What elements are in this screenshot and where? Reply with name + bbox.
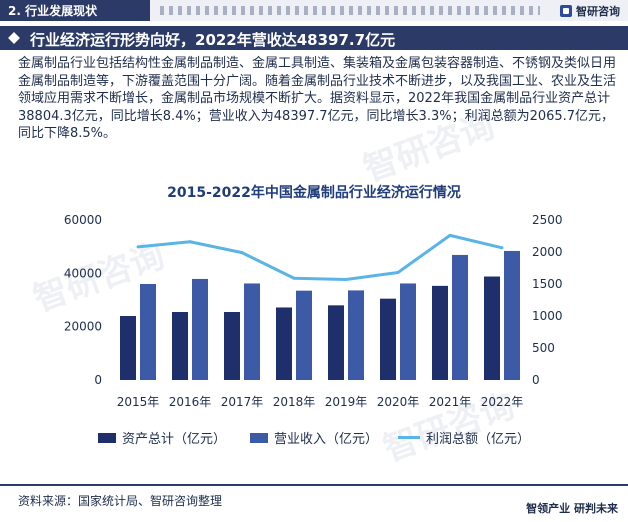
x-axis-tick-label: 2015年 xyxy=(117,395,160,409)
assets-bar xyxy=(432,285,448,380)
revenue-bar xyxy=(400,283,416,380)
profit-point xyxy=(500,246,504,250)
profit-point xyxy=(396,270,400,274)
profit-point xyxy=(448,233,452,237)
profit-line xyxy=(137,233,503,282)
brand-logo-icon xyxy=(560,4,572,17)
assets-bar xyxy=(120,316,136,380)
revenue-bar xyxy=(192,278,208,380)
chart-area: 0 20000 40000 60000 0 500 1000 1500 2000 2500 2015… xyxy=(64,213,563,409)
revenue-bar xyxy=(244,283,260,380)
intro-paragraph: 金属制品行业包括结构性金属制品制造、金属工具制造、集装箱及金属包装容器制造、不锈… xyxy=(18,56,617,141)
right-axis-tick-label: 1000 xyxy=(532,309,563,323)
legend-revenue-label: 营业收入（亿元） xyxy=(274,432,379,447)
profit-point xyxy=(188,240,192,244)
diamond-icon xyxy=(8,32,20,44)
assets-bar xyxy=(380,298,396,380)
top-bar: 2. 行业发展现状 智研咨询 xyxy=(0,0,628,21)
assets-bar xyxy=(224,312,240,380)
left-axis-tick-label: 60000 xyxy=(64,213,102,227)
chart-title: 2015-2022年中国金属制品行业经济运行情况 xyxy=(167,185,461,201)
x-axis-tick-label: 2016年 xyxy=(169,395,212,409)
left-axis-tick-label: 40000 xyxy=(64,266,102,280)
revenue-bar xyxy=(140,284,156,380)
source-note: 资料来源：国家统计局、智研咨询整理 xyxy=(18,494,223,508)
legend-assets-swatch xyxy=(98,432,116,443)
profit-point xyxy=(292,276,296,280)
revenue-bar xyxy=(296,290,312,380)
revenue-bar xyxy=(348,290,364,380)
left-axis-tick-label: 0 xyxy=(94,373,102,387)
x-axis-tick-label: 2021年 xyxy=(429,395,472,409)
right-axis-tick-label: 1500 xyxy=(532,277,563,291)
left-axis-tick-label: 20000 xyxy=(64,320,102,334)
x-axis-tick-label: 2019年 xyxy=(325,395,368,409)
profit-point xyxy=(240,251,244,255)
legend-revenue-swatch xyxy=(250,432,268,443)
decorative-stripes xyxy=(160,6,540,15)
chart-legend: 资产总计（亿元） 营业收入（亿元） 利润总额（亿元） xyxy=(0,428,628,447)
right-axis-tick-label: 2500 xyxy=(532,213,563,227)
footer-slogan: 智领产业 研判未来 xyxy=(526,502,618,515)
assets-bar xyxy=(172,312,188,380)
x-axis-tick-label: 2022年 xyxy=(481,395,524,409)
legend-profit-swatch xyxy=(398,436,420,439)
revenue-bar xyxy=(504,250,520,380)
headline-banner: 行业经济运行形势向好，2022年营收达48397.7亿元 xyxy=(0,26,628,50)
legend-profit-label: 利润总额（亿元） xyxy=(426,432,531,447)
assets-bar xyxy=(276,307,292,380)
right-axis-tick-label: 500 xyxy=(532,341,555,355)
profit-point xyxy=(344,278,348,282)
revenue-bar xyxy=(452,254,468,380)
section-tab: 2. 行业发展现状 xyxy=(0,0,150,21)
brand-name: 智研咨询 xyxy=(576,4,620,18)
x-axis-tick-label: 2017年 xyxy=(221,395,264,409)
section-title: 2. 行业发展现状 xyxy=(8,4,98,18)
brand-logo: 智研咨询 xyxy=(560,2,620,19)
right-axis-tick-label: 2000 xyxy=(532,245,563,259)
legend-revenue: 营业收入（亿元） xyxy=(250,428,378,447)
legend-assets-label: 资产总计（亿元） xyxy=(122,432,227,447)
right-axis-tick-label: 0 xyxy=(532,373,540,387)
legend-profit: 利润总额（亿元） xyxy=(398,428,530,447)
x-axis-tick-label: 2018年 xyxy=(273,395,316,409)
headline-text: 行业经济运行形势向好，2022年营收达48397.7亿元 xyxy=(30,31,396,49)
footer-divider xyxy=(0,484,628,486)
x-axis-tick-label: 2020年 xyxy=(377,395,420,409)
assets-bar xyxy=(328,305,344,380)
profit-point xyxy=(136,245,140,249)
legend-assets: 资产总计（亿元） xyxy=(98,428,226,447)
assets-bar xyxy=(484,276,500,380)
